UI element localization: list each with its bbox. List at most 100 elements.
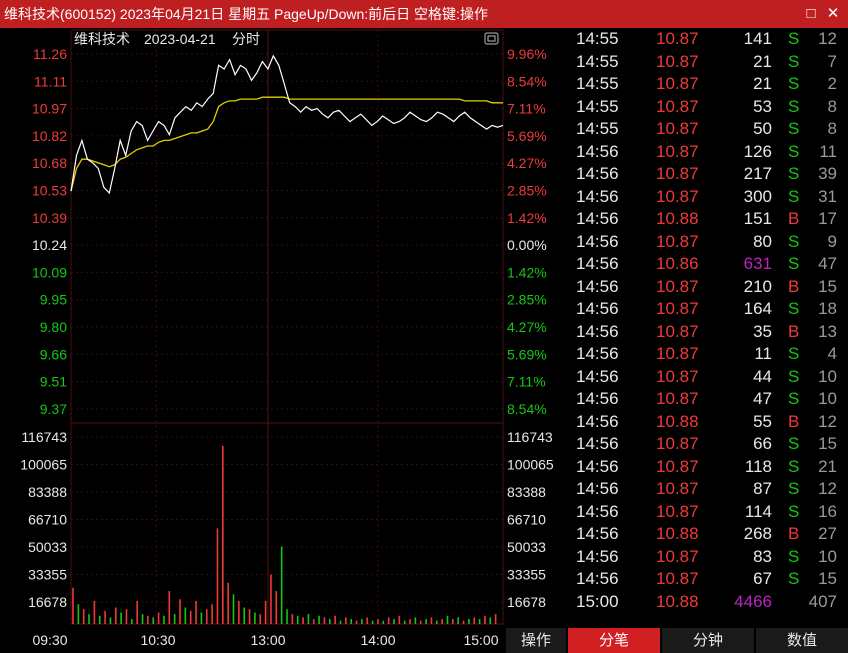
- price-axis-label: 9.51: [40, 374, 67, 390]
- tick-time: 14:56: [576, 344, 619, 363]
- tick-count: 15: [818, 434, 837, 453]
- price-axis-label: 9.80: [40, 319, 67, 335]
- volume-axis-label: 83388: [28, 484, 67, 500]
- tick-row: 14:55 10.87 50 S 8: [568, 118, 848, 141]
- tick-row: 14:55 10.87 21 S 2: [568, 73, 848, 96]
- tick-count: 407: [808, 591, 837, 611]
- tick-count: 4: [827, 344, 837, 363]
- tick-count: 21: [818, 456, 837, 476]
- tick-volume: 11: [754, 344, 772, 363]
- tick-time: 14:56: [576, 479, 619, 498]
- tick-price: 10.87: [656, 96, 699, 116]
- tick-count: 12: [818, 411, 837, 431]
- tick-volume: 118: [744, 456, 772, 476]
- tick-volume: 44: [753, 366, 772, 386]
- tick-price: 10.88: [656, 411, 699, 431]
- tick-side: S: [788, 344, 800, 363]
- tick-side: S: [788, 164, 800, 183]
- tick-time: 14:55: [576, 51, 619, 71]
- tick-volume: 631: [743, 254, 772, 273]
- tick-price: 10.87: [656, 276, 699, 296]
- tick-price: 10.87: [656, 569, 699, 588]
- tick-time: 14:56: [576, 231, 619, 251]
- tick-count: 15: [818, 569, 837, 588]
- tick-row: 14:56 10.88 55 B 12: [568, 411, 848, 434]
- tick-price: 10.87: [656, 456, 699, 476]
- tick-row: 14:56 10.87 210 B 15: [568, 276, 848, 299]
- tick-count: 47: [818, 254, 837, 273]
- tick-side: S: [788, 546, 800, 566]
- price-axis-label: 11.26: [33, 46, 67, 62]
- tick-time: 14:56: [576, 209, 619, 228]
- tick-row: 14:56 10.87 126 S 11: [568, 141, 848, 164]
- tick-volume: 21: [753, 74, 772, 93]
- tick-side: S: [788, 254, 800, 273]
- volume-axis-label: 116743: [21, 429, 67, 445]
- time-axis-label: 09:30: [32, 632, 67, 648]
- tick-side: S: [788, 389, 800, 408]
- tick-side: S: [788, 29, 800, 48]
- tick-price: 10.87: [656, 119, 699, 138]
- tick-price: 10.87: [656, 141, 699, 161]
- window-title: 维科技术(600152) 2023年04月21日 星期五 PageUp/Down…: [4, 6, 488, 22]
- tick-row: 14:55 10.87 141 S 12: [568, 28, 848, 51]
- tick-time: 14:56: [576, 321, 619, 341]
- percent-axis-label: 8.54%: [507, 401, 547, 417]
- tick-volume: 53: [753, 96, 772, 116]
- tick-volume: 268: [743, 524, 772, 543]
- tick-price: 10.87: [656, 231, 699, 251]
- operate-tab[interactable]: 操作: [506, 628, 566, 653]
- tick-row: 14:56 10.88 268 B 27: [568, 523, 848, 546]
- chart-date: 2023-04-21: [144, 31, 216, 47]
- price-axis-label: 10.39: [32, 210, 67, 226]
- tick-volume: 126: [743, 141, 772, 161]
- volume-axis-label-right: 50033: [507, 539, 546, 555]
- tick-time: 14:56: [576, 141, 619, 161]
- tick-price: 10.87: [656, 51, 699, 71]
- restore-icon[interactable]: [484, 32, 499, 45]
- tick-row: 14:56 10.87 35 B 13: [568, 321, 848, 344]
- tick-row: 14:56 10.87 83 S 10: [568, 546, 848, 569]
- tab-values[interactable]: 数值: [756, 628, 848, 653]
- tick-price: 10.87: [656, 434, 699, 453]
- tab-minutes[interactable]: 分钟: [662, 628, 754, 653]
- price-axis-label: 9.95: [40, 292, 67, 308]
- tick-side: S: [788, 299, 800, 318]
- restore-icon-inner: [487, 35, 496, 42]
- bottom-tabs: 分笔 分钟 数值: [568, 628, 848, 653]
- tick-row: 14:56 10.87 87 S 12: [568, 478, 848, 501]
- tab-ticks[interactable]: 分笔: [568, 628, 660, 653]
- avg-price-line: [70, 96, 503, 192]
- tick-count: 8: [827, 96, 837, 116]
- tick-volume: 21: [753, 51, 772, 71]
- tick-side: B: [788, 524, 800, 543]
- tick-count: 17: [818, 209, 837, 228]
- percent-axis-label: 9.96%: [507, 46, 547, 62]
- close-icon[interactable]: ✕: [826, 5, 840, 22]
- tick-count: 8: [827, 119, 837, 138]
- tick-price: 10.87: [656, 74, 699, 93]
- price-axis-label: 10.68: [32, 155, 67, 171]
- tick-volume: 83: [753, 546, 772, 566]
- tick-price: 10.86: [656, 254, 699, 273]
- percent-axis-label: 0.00%: [507, 237, 547, 253]
- tick-volume: 80: [753, 231, 772, 251]
- tick-row: 14:56 10.86 631 S 47: [568, 253, 848, 276]
- tick-count: 2: [827, 74, 837, 93]
- maximize-icon[interactable]: □: [806, 5, 816, 22]
- tick-volume: 4466: [734, 591, 772, 611]
- price-axis-label: 9.37: [40, 401, 67, 417]
- tick-price: 10.87: [656, 164, 699, 183]
- tick-count: 18: [818, 299, 837, 318]
- tick-price: 10.87: [656, 366, 699, 386]
- percent-axis-label: 1.42%: [507, 264, 547, 280]
- tick-count: 10: [818, 546, 837, 566]
- tick-time: 14:56: [576, 186, 619, 206]
- price-axis-label: 9.66: [40, 346, 67, 362]
- tick-time: 14:56: [576, 434, 619, 453]
- tick-count: 39: [818, 164, 837, 183]
- time-axis-label: 15:00: [463, 632, 498, 648]
- chart-mode: 分时: [232, 31, 260, 47]
- tick-count: 7: [827, 51, 837, 71]
- tick-price: 10.87: [656, 186, 699, 206]
